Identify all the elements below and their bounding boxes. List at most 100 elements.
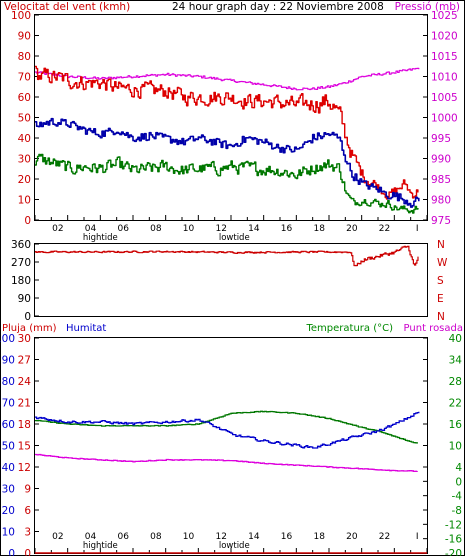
wind-y-tick-label: 70 xyxy=(18,72,31,84)
pressure-y-tick-label: 1015 xyxy=(431,51,458,63)
direction-y-tick-label: 360 xyxy=(11,239,31,251)
temperature-y-tick-label: 16 xyxy=(449,419,463,431)
climate-x-tick-label: 14 xyxy=(248,532,260,542)
temperature-y-tick-label: 34 xyxy=(449,355,463,367)
wind-y-tick-label: 100 xyxy=(11,10,31,22)
wind-y-tick-label: 20 xyxy=(18,174,31,186)
wind-x-tick-label: 06 xyxy=(117,224,129,234)
wind-x-tick-label: 14 xyxy=(248,224,260,234)
series-average-line xyxy=(35,117,420,208)
wind-x-tick-label: 20 xyxy=(346,224,358,234)
wind-x-tick-label: 04 xyxy=(85,224,97,234)
compass-label: W xyxy=(437,257,448,269)
wind-x-tick-label: 10 xyxy=(183,224,195,234)
humidity-y-tick-label: 10 xyxy=(2,527,15,539)
rain-y-tick-label: 24 xyxy=(18,376,32,388)
climate-x-tick-label: 20 xyxy=(346,532,358,542)
pressure-y-tick-label: 980 xyxy=(431,195,451,207)
pressure-y-tick-label: 1000 xyxy=(431,113,458,125)
temperature-y-tick-label: 10 xyxy=(449,441,462,453)
temperature-y-tick-label: -4 xyxy=(452,491,463,503)
rain-y-tick-label: 6 xyxy=(24,505,31,517)
climate-x-tick-label: 04 xyxy=(85,532,97,542)
wind-title: Velocitat del vent (kmh) xyxy=(4,1,130,13)
pressure-y-tick-label: 1025 xyxy=(431,10,458,22)
compass-label: E xyxy=(437,293,444,305)
humidity-y-tick-label: 90 xyxy=(2,355,15,367)
humidity-y-tick-label: 30 xyxy=(2,484,15,496)
direction-y-tick-label: 180 xyxy=(11,275,31,287)
temperature-title: Temperatura (°C) xyxy=(305,323,393,334)
climate-tide-label: hightide xyxy=(83,541,118,551)
series-pressure-line xyxy=(35,67,420,91)
wind-x-tick-label: 18 xyxy=(313,224,325,234)
pressure-y-tick-label: 1020 xyxy=(431,31,458,43)
humidity-y-tick-label: 20 xyxy=(2,505,15,517)
climate-tide-label: lowtide xyxy=(219,541,250,551)
pressure-title: Pressió (mb) xyxy=(395,1,460,13)
climate-x-tick-label: 18 xyxy=(313,532,325,542)
series-low-line xyxy=(35,153,419,214)
series-humidity-line xyxy=(35,411,420,449)
series-direction-line xyxy=(35,245,419,267)
temperature-y-tick-label: -12 xyxy=(445,519,462,531)
pressure-y-tick-label: 1010 xyxy=(431,72,458,84)
direction-y-tick-label: 270 xyxy=(11,257,31,269)
pressure-y-tick-label: 990 xyxy=(431,154,451,166)
wind-panel-frame xyxy=(34,14,428,221)
temperature-y-tick-label: -20 xyxy=(445,548,462,556)
wind-y-tick-label: 50 xyxy=(18,113,31,125)
rain-y-tick-label: 18 xyxy=(18,419,31,431)
wind-tide-label: lowtide xyxy=(219,233,250,243)
wind-y-tick-label: 80 xyxy=(18,51,31,63)
wind-y-tick-label: 10 xyxy=(18,195,31,207)
climate-x-tick-label: 12 xyxy=(215,532,226,542)
rain-y-tick-label: 9 xyxy=(24,484,31,496)
pressure-y-tick-label: 995 xyxy=(431,133,451,145)
direction-y-tick-label: 90 xyxy=(18,293,31,305)
compass-label: S xyxy=(437,275,444,287)
wind-x-tick-label: 02 xyxy=(52,224,63,234)
rain-y-tick-label: 30 xyxy=(18,333,31,345)
temperature-y-tick-label: 22 xyxy=(449,398,462,410)
dewpoint-title: Punt rosada xyxy=(404,323,463,334)
temperature-y-tick-label: 0 xyxy=(455,476,462,488)
rain-y-tick-label: 21 xyxy=(18,398,31,410)
temperature-y-tick-label: -16 xyxy=(445,534,462,546)
temperature-y-tick-label: 40 xyxy=(449,333,462,345)
climate-x-tick-label: 22 xyxy=(379,532,390,542)
humidity-y-tick-label: 50 xyxy=(2,441,15,453)
wind-y-tick-label: 40 xyxy=(18,133,31,145)
humidity-y-tick-label: 70 xyxy=(2,398,15,410)
series-gust-line xyxy=(35,65,419,200)
pressure-y-tick-label: 985 xyxy=(431,174,451,186)
climate-x-tick-label: 10 xyxy=(183,532,195,542)
wind-y-tick-label: 60 xyxy=(18,92,31,104)
series-layer xyxy=(35,65,427,554)
climate-x-tick-label: 06 xyxy=(117,532,129,542)
temperature-y-tick-label: 4 xyxy=(455,462,462,474)
humidity-y-tick-label: 40 xyxy=(2,462,15,474)
temperature-y-tick-label: -8 xyxy=(452,505,462,517)
humidity-title: Humitat xyxy=(66,323,106,334)
wind-x-tick-label: 12 xyxy=(215,224,226,234)
series-temperature-line xyxy=(35,410,418,444)
temperature-y-tick-label: 28 xyxy=(449,376,462,388)
rain-y-tick-label: 15 xyxy=(18,441,31,453)
humidity-y-tick-label: 100 xyxy=(0,333,15,345)
wind-x-tick-label: 08 xyxy=(150,224,162,234)
humidity-y-tick-label: 0 xyxy=(8,548,15,556)
wind-y-tick-label: 90 xyxy=(18,31,31,43)
wind-y-tick-label: 0 xyxy=(24,215,31,227)
wind-y-tick-label: 30 xyxy=(18,154,31,166)
rain-y-tick-label: 3 xyxy=(24,527,31,539)
compass-label: N xyxy=(437,311,445,323)
rain-y-tick-label: 27 xyxy=(18,355,31,367)
pressure-y-tick-label: 975 xyxy=(431,215,451,227)
humidity-y-tick-label: 80 xyxy=(2,376,15,388)
rain-y-tick-label: 12 xyxy=(18,462,31,474)
pressure-y-tick-label: 1005 xyxy=(431,92,458,104)
humidity-y-tick-label: 60 xyxy=(2,419,15,431)
direction-panel-frame xyxy=(34,243,428,317)
